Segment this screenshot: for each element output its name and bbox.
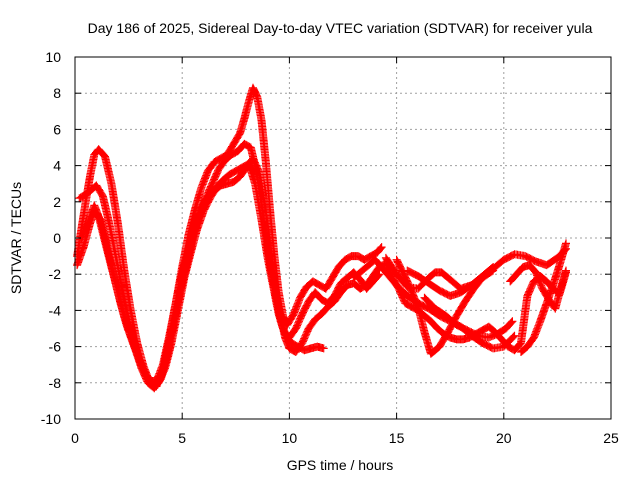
- y-tick-label: -6: [49, 339, 62, 355]
- x-tick-label: 20: [496, 430, 512, 446]
- series-track-11: [517, 239, 570, 356]
- series-markers: [403, 263, 498, 300]
- y-tick-label: 8: [53, 85, 61, 101]
- y-tick-label: -8: [49, 375, 62, 391]
- y-tick-label: 10: [45, 49, 61, 65]
- series-markers: [517, 239, 570, 356]
- series-markers: [420, 293, 517, 342]
- y-tick-label: 4: [53, 158, 61, 174]
- y-tick-label: 2: [53, 194, 61, 210]
- x-tick-labels: 0 5 10 15 20 25: [71, 430, 619, 446]
- x-tick-label: 25: [603, 430, 619, 446]
- x-axis-label: GPS time / hours: [287, 457, 394, 473]
- y-tick-label: 0: [53, 230, 61, 246]
- y-tick-label: -2: [49, 266, 62, 282]
- series-track-4: [77, 154, 570, 385]
- y-tick-label: 6: [53, 121, 61, 137]
- series-track-9: [420, 293, 517, 342]
- y-axis-label: SDTVAR / TECUs: [8, 182, 24, 294]
- y-tick-label: -4: [49, 302, 62, 318]
- axis-ticks: [74, 56, 612, 420]
- chart-title: Day 186 of 2025, Sidereal Day-to-day VTE…: [88, 20, 593, 36]
- series-markers: [73, 83, 386, 391]
- x-tick-label: 0: [71, 430, 79, 446]
- series-track-8: [403, 263, 498, 300]
- y-tick-label: -10: [41, 411, 61, 427]
- y-tick-labels: -10 -8 -6 -4 -2 0 2 4 6 8 10: [41, 49, 61, 427]
- x-tick-label: 10: [282, 430, 298, 446]
- x-tick-label: 5: [178, 430, 186, 446]
- data-layer: [73, 83, 570, 393]
- x-tick-label: 15: [389, 430, 405, 446]
- grid-lines: [75, 57, 611, 419]
- series-markers: [77, 154, 570, 385]
- series-track-3: [73, 83, 386, 391]
